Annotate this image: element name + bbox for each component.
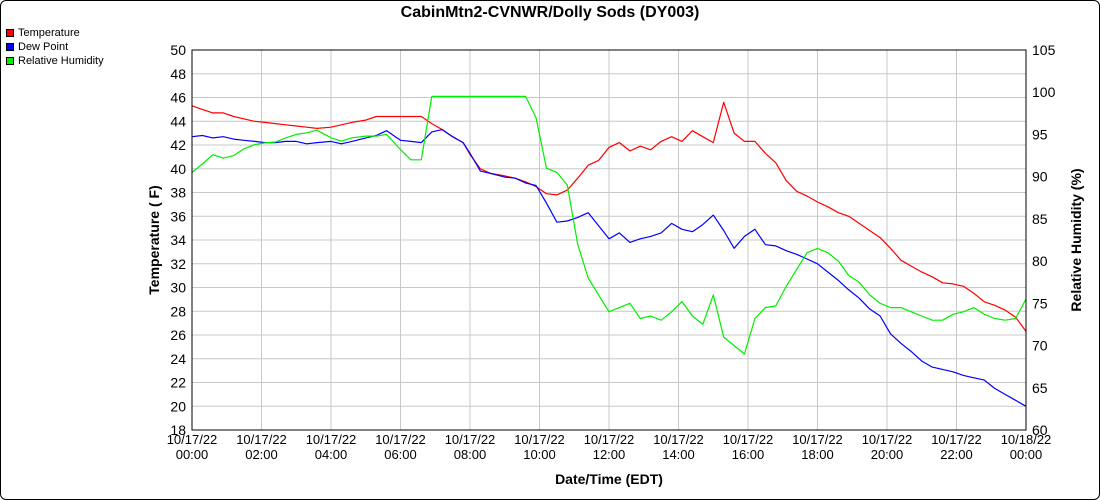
y-left-tick-label: 48 xyxy=(170,66,186,82)
y-axis-left-ticks: 18 20 22 24 26 28 30 32 34 36 38 40 42 44 46 48 50 xyxy=(170,42,186,438)
y-left-tick-label: 40 xyxy=(170,161,186,177)
x-tick-time: 10:00 xyxy=(523,447,556,462)
y-right-tick-label: 105 xyxy=(1032,42,1056,58)
legend-item-relative-humidity: Relative Humidity xyxy=(6,54,104,68)
x-tick-time: 16:00 xyxy=(732,447,765,462)
y-left-tick-label: 50 xyxy=(170,42,186,58)
legend-label-temperature: Temperature xyxy=(18,27,80,39)
x-tick-date: 10/17/22 xyxy=(445,432,496,447)
x-tick-date: 10/17/22 xyxy=(584,432,635,447)
x-tick-date: 10/17/22 xyxy=(862,432,913,447)
y-left-tick-label: 30 xyxy=(170,280,186,296)
y-left-tick-label: 36 xyxy=(170,208,186,224)
x-tick-date: 10/17/22 xyxy=(236,432,287,447)
legend-label-dew-point: Dew Point xyxy=(18,41,69,53)
x-tick-time: 20:00 xyxy=(871,447,904,462)
y-right-tick-label: 85 xyxy=(1032,211,1048,227)
legend-swatch-dew-point xyxy=(6,43,14,51)
x-axis-ticks: 10/17/2200:0010/17/2202:0010/17/2204:001… xyxy=(167,432,1052,462)
legend-swatch-relative-humidity xyxy=(6,57,14,65)
x-tick-time: 12:00 xyxy=(593,447,626,462)
x-tick-time: 06:00 xyxy=(384,447,417,462)
chart-title: CabinMtn2-CVNWR/Dolly Sods (DY003) xyxy=(400,4,700,21)
x-tick-time: 00:00 xyxy=(1010,447,1043,462)
x-tick-date: 10/17/22 xyxy=(514,432,565,447)
y-left-tick-label: 32 xyxy=(170,256,186,272)
y-right-tick-label: 65 xyxy=(1032,380,1048,396)
y-left-tick-label: 24 xyxy=(170,351,186,367)
legend: Temperature Dew Point Relative Humidity xyxy=(6,26,104,68)
y-right-tick-label: 75 xyxy=(1032,295,1048,311)
x-tick-date: 10/18/22 xyxy=(1001,432,1052,447)
x-tick-date: 10/17/22 xyxy=(375,432,426,447)
y-right-tick-label: 100 xyxy=(1032,84,1056,100)
x-tick-date: 10/17/22 xyxy=(723,432,774,447)
legend-swatch-temperature xyxy=(6,29,14,37)
y-axis-right-ticks: 60 65 70 75 80 85 90 95 100 105 xyxy=(1032,42,1056,438)
x-tick-date: 10/17/22 xyxy=(931,432,982,447)
x-tick-date: 10/17/22 xyxy=(167,432,218,447)
y-left-tick-label: 26 xyxy=(170,327,186,343)
y-left-tick-label: 22 xyxy=(170,375,186,391)
series-line-relative-humidity xyxy=(191,95,1027,355)
y-left-tick-label: 18 xyxy=(170,422,186,438)
grid-lines xyxy=(191,49,1027,431)
y-right-tick-label: 90 xyxy=(1032,169,1048,185)
y-left-tick-label: 42 xyxy=(170,137,186,153)
y-left-tick-label: 44 xyxy=(170,113,186,129)
x-tick-time: 22:00 xyxy=(940,447,973,462)
x-tick-date: 10/17/22 xyxy=(653,432,704,447)
x-tick-time: 02:00 xyxy=(245,447,278,462)
x-tick-time: 18:00 xyxy=(801,447,834,462)
y-left-tick-label: 38 xyxy=(170,185,186,201)
legend-item-dew-point: Dew Point xyxy=(6,40,104,54)
x-tick-date: 10/17/22 xyxy=(306,432,357,447)
y-right-tick-label: 60 xyxy=(1032,422,1048,438)
y-right-tick-label: 70 xyxy=(1032,338,1048,354)
legend-label-relative-humidity: Relative Humidity xyxy=(18,55,104,67)
plot-area-border xyxy=(191,49,1027,431)
series-line-dew-point xyxy=(191,129,1027,407)
legend-item-temperature: Temperature xyxy=(6,26,104,40)
y-axis-right-label: Relative Humidity (%) xyxy=(1068,168,1084,311)
series-lines xyxy=(191,95,1027,407)
x-tick-time: 00:00 xyxy=(176,447,209,462)
y-left-tick-label: 20 xyxy=(170,398,186,414)
x-tick-time: 08:00 xyxy=(454,447,487,462)
x-tick-date: 10/17/22 xyxy=(792,432,843,447)
x-tick-time: 14:00 xyxy=(662,447,695,462)
y-left-tick-label: 46 xyxy=(170,90,186,106)
y-left-tick-label: 28 xyxy=(170,303,186,319)
y-axis-left-label: Temperature ( F) xyxy=(146,185,162,294)
x-axis-label: Date/Time (EDT) xyxy=(555,471,663,487)
y-right-tick-label: 95 xyxy=(1032,126,1048,142)
series-line-temperature xyxy=(191,101,1027,332)
y-right-tick-label: 80 xyxy=(1032,253,1048,269)
y-left-tick-label: 34 xyxy=(170,232,186,248)
x-tick-time: 04:00 xyxy=(315,447,348,462)
